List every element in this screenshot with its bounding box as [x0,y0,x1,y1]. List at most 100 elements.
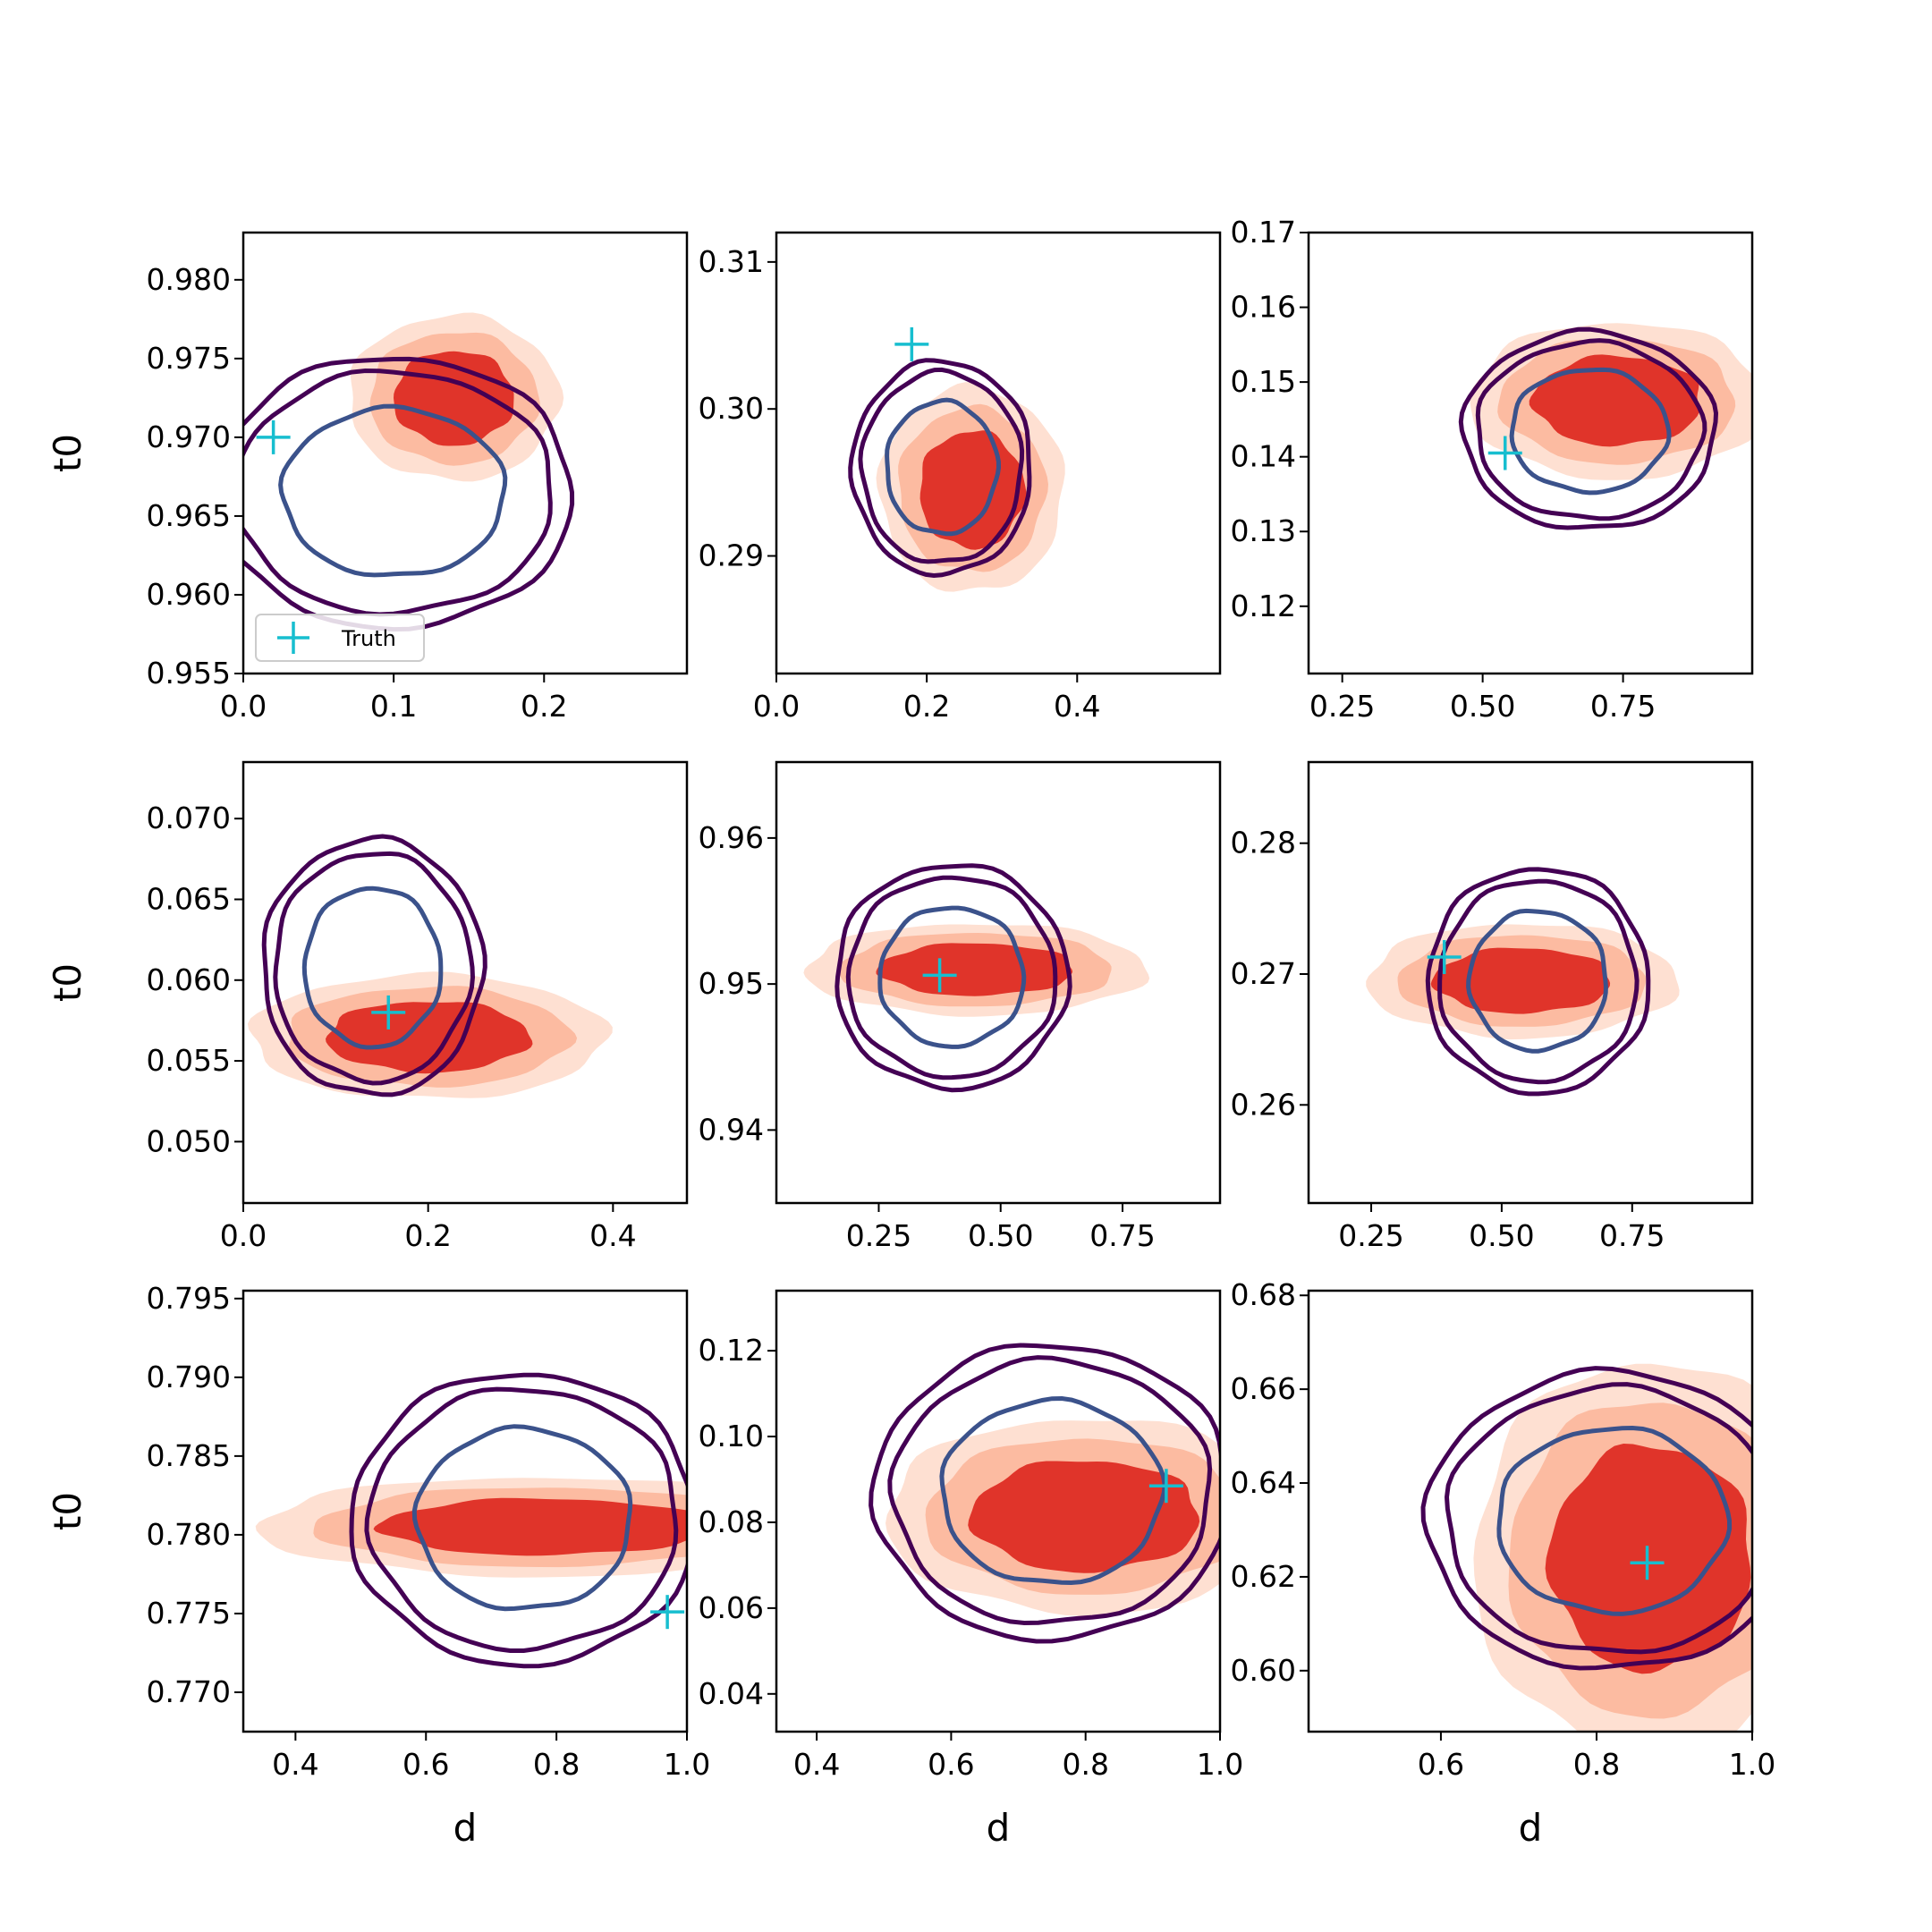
y-tick-label: 0.980 [147,262,231,297]
contour-outer [1458,326,1719,530]
y-tick-label: 0.95 [699,966,764,1001]
y-tick-label: 0.96 [699,820,764,855]
x-tick-label: 1.0 [1197,1747,1243,1782]
x-tick-label: 0.4 [272,1747,318,1782]
y-tick-label: 0.070 [147,801,231,835]
y-tick-label: 0.780 [147,1517,231,1552]
y-tick-label: 0.060 [147,962,231,997]
legend: Truth [255,614,425,662]
y-tick-label: 0.960 [147,577,231,612]
y-tick-label: 0.975 [147,341,231,376]
contour-middle [364,1386,679,1653]
contour-middle [858,367,1025,564]
y-tick-label: 0.31 [699,244,764,279]
truth-marker [894,326,929,361]
y-tick-label: 0.62 [1231,1559,1296,1594]
contour-middle [887,1355,1213,1626]
subplot-7: 0.4 0.6 0.8 1.0 0.770 0.775 0.780 0.785 0.790 0.7… [46,1281,710,1850]
axes-frame [1307,231,1754,675]
plot-area [1366,867,1680,1097]
truth-marker [922,958,957,993]
contour-inner [1496,1425,1733,1616]
axes-frame [775,231,1222,675]
y-tick-label: 0.785 [147,1438,231,1473]
contour-middle [273,851,476,1086]
density-level-3 [373,1497,687,1556]
plot-area [1458,323,1752,530]
subplot-9: 0.6 0.8 1.0 0.60 0.62 0.64 0.66 0.68 d [1231,1277,1776,1850]
x-tick-label: 0.4 [589,1218,636,1253]
y-tick-label: 0.27 [1231,956,1296,991]
x-tick-label: 0.8 [533,1747,580,1782]
contour-inner [301,886,444,1050]
x-tick-label: 0.6 [1418,1747,1464,1782]
contour-middle [243,368,553,617]
truth-marker [1487,436,1522,470]
y-tick-label: 0.13 [1231,513,1296,548]
y-tick-label: 0.770 [147,1674,231,1709]
plot-area [869,1343,1220,1644]
y-axis-label: t0 [46,1492,89,1530]
y-tick-label: 0.64 [1231,1465,1296,1500]
x-tick-label: 0.50 [1469,1218,1534,1253]
subplot-6: 0.25 0.50 0.75 0.26 0.27 0.28 [1231,760,1754,1253]
contour-inner [1466,908,1608,1054]
x-tick-label: 0.75 [1089,1218,1155,1253]
x-tick-label: 0.4 [1054,689,1100,724]
legend-box [255,614,425,662]
contour-middle [1437,878,1640,1085]
subplot-3: 0.25 0.50 0.75 0.12 0.13 0.14 0.15 0.16 0.17 [1231,215,1754,724]
x-tick-label: 0.0 [220,1218,267,1253]
x-tick-label: 0.8 [1062,1747,1108,1782]
contour-inner [1509,367,1672,496]
subplot-5: 0.25 0.50 0.75 0.94 0.95 0.96 [699,760,1222,1253]
contour-inner [939,1395,1167,1586]
x-tick-label: 0.75 [1590,689,1656,724]
x-tick-label: 0.2 [404,1218,451,1253]
x-tick-label: 0.25 [1309,689,1375,724]
contour-outer [835,863,1072,1093]
x-tick-label: 0.8 [1573,1747,1620,1782]
x-tick-label: 0.6 [928,1747,974,1782]
x-tick-label: 0.25 [846,1218,911,1253]
y-tick-label: 0.94 [699,1112,764,1147]
legend-label: Truth [341,626,396,651]
axes-frame [242,1289,689,1733]
contour-middle [1444,1382,1752,1655]
contour-inner [885,397,1002,537]
contour-outer [869,1343,1220,1644]
axes-frame [1307,760,1754,1205]
x-axis-label: d [1519,1806,1543,1850]
y-tick-label: 0.17 [1231,215,1296,250]
x-tick-label: 1.0 [1729,1747,1775,1782]
density-level-3 [1529,354,1700,447]
x-tick-label: 0.2 [521,689,567,724]
y-tick-label: 0.08 [699,1504,764,1539]
truth-marker [1427,939,1462,974]
y-tick-label: 0.775 [147,1596,231,1631]
x-tick-label: 0.50 [1450,689,1515,724]
y-tick-label: 0.12 [1231,589,1296,623]
contour-inner [877,905,1027,1049]
truth-marker [1630,1546,1665,1580]
truth-marker [650,1595,685,1630]
y-tick-label: 0.15 [1231,364,1296,399]
axes-frame [242,231,689,675]
contour-outer [848,358,1032,579]
x-tick-label: 0.2 [903,689,950,724]
y-tick-label: 0.66 [1231,1371,1296,1406]
y-tick-label: 0.26 [1231,1087,1296,1122]
density-level-3 [326,1002,533,1074]
subplot-8: 0.4 0.6 0.8 1.0 0.04 0.06 0.08 0.10 0.12 d [699,1289,1243,1850]
axes-frame [1307,1289,1754,1733]
y-tick-label: 0.30 [699,391,764,426]
y-tick-label: 0.055 [147,1043,231,1078]
contour-outer [261,834,487,1097]
truth-marker [256,419,291,454]
y-tick-label: 0.795 [147,1281,231,1316]
x-tick-label: 0.0 [753,689,800,724]
y-axis-label: t0 [46,963,89,1002]
contour-middle [845,875,1058,1080]
y-tick-label: 0.965 [147,498,231,533]
